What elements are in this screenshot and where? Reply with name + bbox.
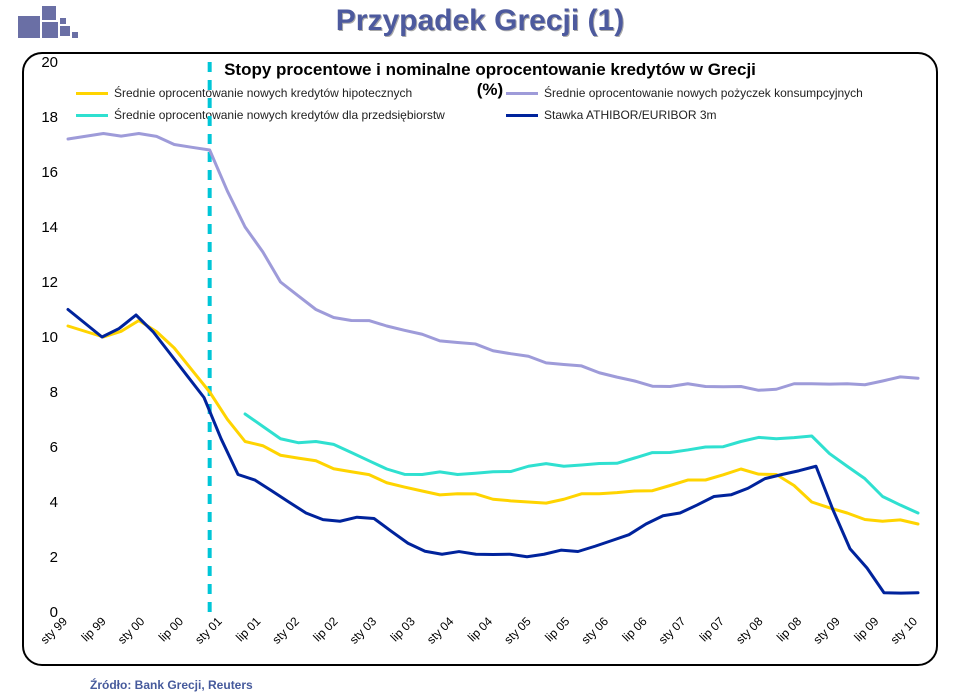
svg-text:lip 02: lip 02 [310,614,340,644]
svg-text:4: 4 [50,494,58,511]
svg-text:sty 07: sty 07 [656,614,689,647]
svg-text:sty 10: sty 10 [888,614,921,647]
svg-text:18: 18 [41,109,58,126]
svg-text:lip 01: lip 01 [233,614,263,644]
svg-text:sty 03: sty 03 [347,614,380,647]
svg-text:2: 2 [50,549,58,566]
svg-text:sty 06: sty 06 [578,614,611,647]
svg-text:lip 09: lip 09 [851,614,881,644]
source-text: Źródło: Bank Grecji, Reuters [90,678,253,692]
svg-text:lip 99: lip 99 [79,614,109,644]
svg-text:sty 09: sty 09 [810,614,843,647]
svg-text:6: 6 [50,439,58,456]
svg-text:sty 02: sty 02 [269,614,302,647]
svg-text:20: 20 [41,54,58,71]
svg-text:10: 10 [41,329,58,346]
svg-text:lip 00: lip 00 [156,614,186,644]
svg-text:lip 04: lip 04 [465,614,495,644]
svg-text:sty 08: sty 08 [733,614,766,647]
svg-text:lip 05: lip 05 [542,614,572,644]
line-chart: 02468101214161820sty 99lip 99sty 00lip 0… [0,0,960,680]
svg-text:lip 07: lip 07 [697,614,727,644]
svg-text:14: 14 [41,219,58,236]
svg-text:lip 08: lip 08 [774,614,804,644]
svg-text:sty 05: sty 05 [501,614,534,647]
svg-text:lip 03: lip 03 [388,614,418,644]
svg-text:lip 06: lip 06 [619,614,649,644]
svg-text:16: 16 [41,164,58,181]
svg-text:8: 8 [50,384,58,401]
svg-text:sty 01: sty 01 [192,614,225,647]
svg-text:12: 12 [41,274,58,291]
svg-text:sty 04: sty 04 [424,614,457,647]
svg-text:sty 00: sty 00 [115,614,148,647]
